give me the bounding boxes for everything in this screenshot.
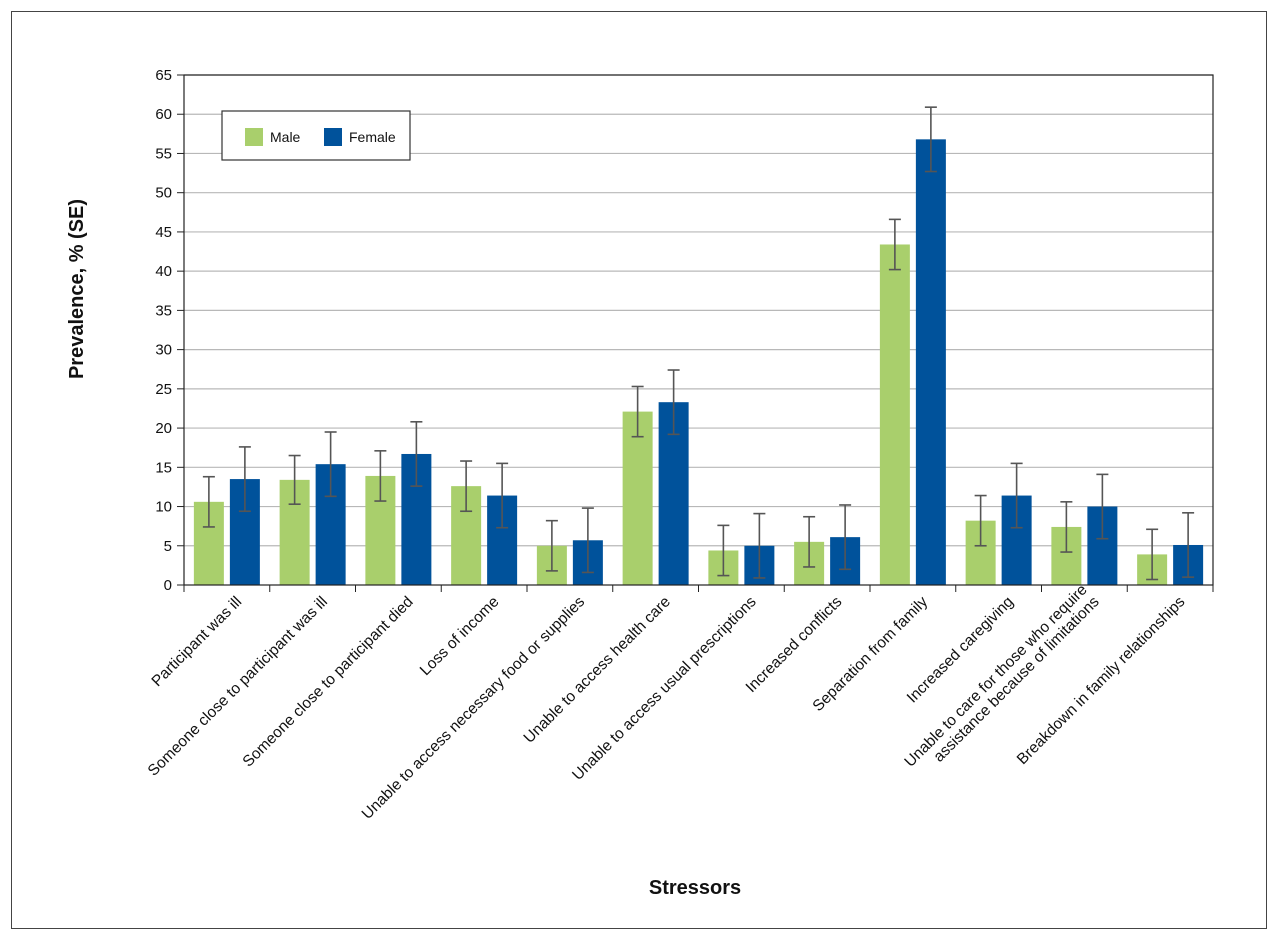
category-label: Someone close to participant died <box>240 593 417 770</box>
y-tick-label: 15 <box>155 459 172 476</box>
axes <box>183 74 1214 592</box>
category-label-line: Unable to access health care <box>521 593 674 746</box>
category-label-line: assistance because of limitations <box>930 593 1102 765</box>
category-label: Loss of income <box>417 593 503 679</box>
y-tick-label: 5 <box>164 538 172 555</box>
x-axis-title: Stressors <box>649 877 741 899</box>
y-tick-label: 65 <box>155 67 172 84</box>
y-tick-label: 55 <box>155 145 172 162</box>
error-bars <box>202 106 1195 581</box>
category-label-line: Someone close to participant was ill <box>145 593 331 779</box>
y-tick-label: 35 <box>155 302 172 319</box>
y-tick-label: 10 <box>155 499 172 516</box>
category-label-line: Unable to access usual prescriptions <box>569 593 760 784</box>
category-label: Unable to access health care <box>521 593 674 746</box>
y-axis-title: Prevalence, % (SE) <box>66 199 88 379</box>
y-tick-label: 40 <box>155 263 172 280</box>
category-label-line: Someone close to participant died <box>240 593 417 770</box>
legend-swatch-male <box>245 128 263 146</box>
category-label-line: Loss of income <box>417 593 503 679</box>
bar-male <box>622 411 653 585</box>
bar-male <box>879 244 910 585</box>
category-label-line: Participant was ill <box>149 593 246 690</box>
bars <box>193 139 1204 586</box>
legend-label-male: Male <box>270 129 301 145</box>
y-tick-labels: 0 5 10 15 20 25 30 35 40 45 50 55 60 65 <box>155 67 172 594</box>
y-tick-label: 0 <box>164 577 172 594</box>
category-label: Participant was ill <box>149 593 246 690</box>
category-label: Unable to access usual prescriptions <box>569 593 760 784</box>
category-label-line: Increased conflicts <box>743 593 846 696</box>
legend: Male Female <box>221 110 411 161</box>
y-tick-label: 20 <box>155 420 172 437</box>
bar-female <box>915 139 946 586</box>
y-tick-label: 30 <box>155 342 172 359</box>
category-label: Someone close to participant was ill <box>145 593 331 779</box>
y-tick-label: 25 <box>155 381 172 398</box>
legend-swatch-female <box>324 128 342 146</box>
legend-label-female: Female <box>349 129 396 145</box>
category-label: Increased conflicts <box>743 593 846 696</box>
y-tick-label: 60 <box>155 106 172 123</box>
y-tick-label: 50 <box>155 185 172 202</box>
chart-frame <box>11 11 1267 929</box>
y-tick-label: 45 <box>155 224 172 241</box>
